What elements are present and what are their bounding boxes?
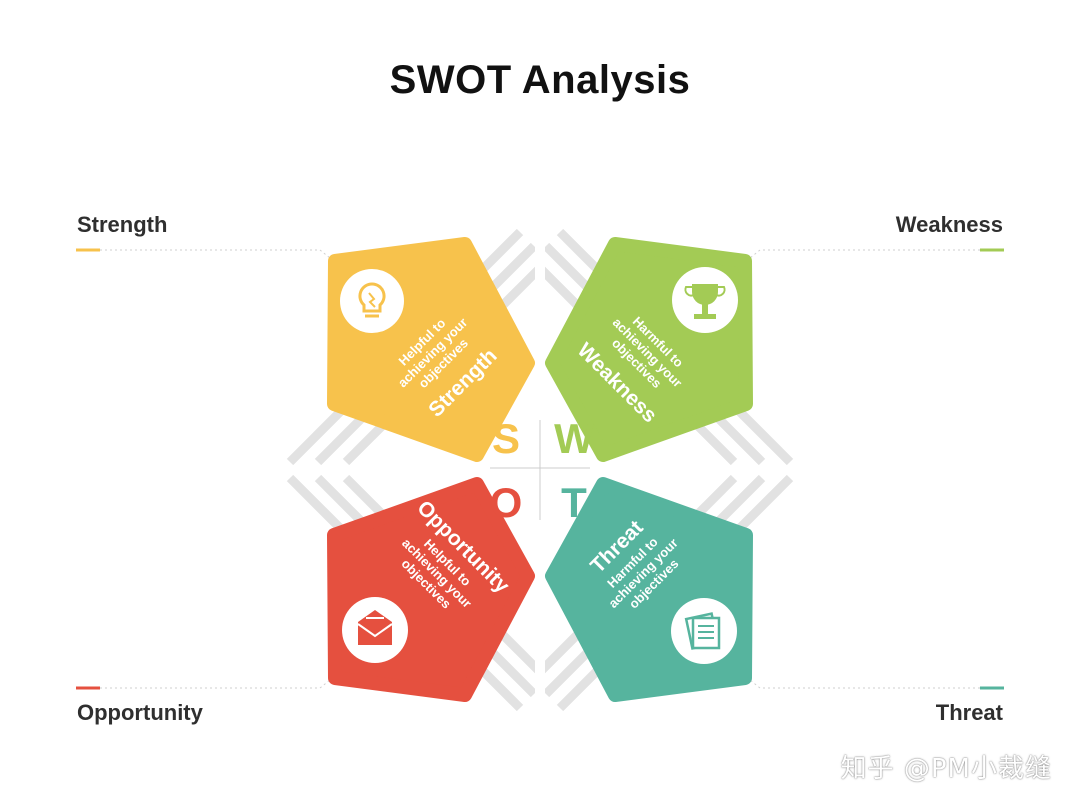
connector-lines bbox=[100, 249, 980, 689]
strength-corner-label: Strength bbox=[77, 212, 168, 237]
threat-corner-label: Threat bbox=[935, 700, 1003, 725]
letter-s: S bbox=[492, 415, 520, 462]
lightbulb-icon bbox=[340, 269, 404, 333]
opportunity-corner-label: Opportunity bbox=[77, 700, 203, 725]
watermark: 知乎 @PM小裁缝 bbox=[840, 754, 1052, 784]
page-title: SWOT Analysis bbox=[389, 58, 691, 102]
letter-o: O bbox=[490, 479, 523, 526]
weakness-corner-label: Weakness bbox=[895, 212, 1003, 237]
letter-w: W bbox=[554, 415, 594, 462]
letter-t: T bbox=[561, 479, 587, 526]
trophy-icon bbox=[672, 267, 738, 333]
envelope-icon bbox=[342, 597, 408, 663]
document-icon bbox=[671, 598, 737, 664]
